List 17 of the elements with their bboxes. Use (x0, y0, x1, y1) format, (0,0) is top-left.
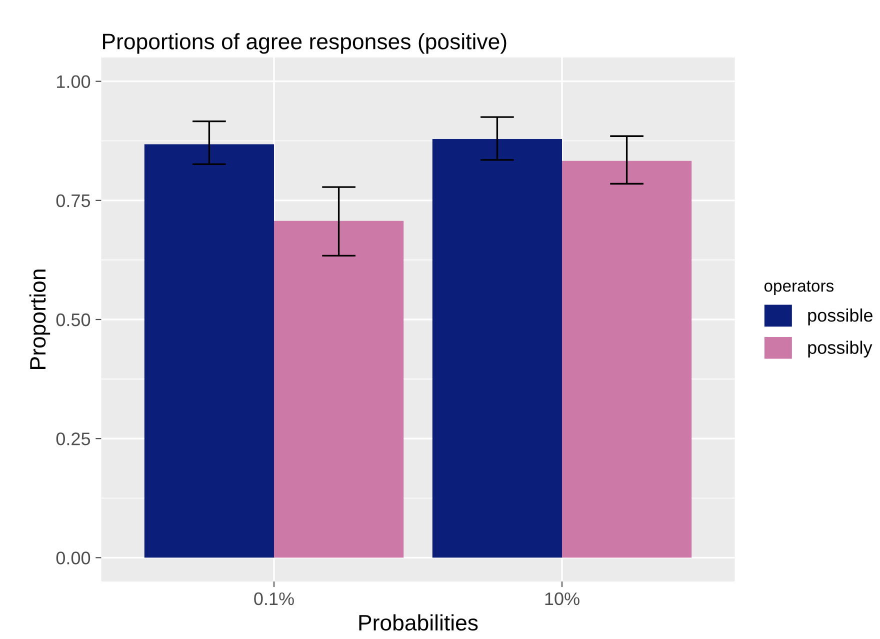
y-tick-label: 0.25 (56, 432, 90, 446)
bar (562, 160, 692, 558)
x-tick-label: 0.1% (254, 592, 294, 606)
bar (432, 138, 562, 558)
bar (274, 220, 404, 558)
legend-label: possibly (808, 340, 872, 358)
bar (144, 144, 274, 558)
x-tick-label: 10% (545, 592, 580, 606)
y-axis-title: Proportion (29, 270, 50, 369)
x-axis-title: Probabilities (359, 614, 478, 631)
y-tick-label: 1.00 (57, 75, 90, 88)
y-tick-label: 0.00 (56, 552, 90, 564)
legend-label: possible (808, 308, 872, 326)
legend-title: operators (764, 280, 834, 296)
y-tick-label: 0.50 (56, 313, 90, 326)
y-tick-label: 0.75 (56, 194, 90, 208)
chart-title: Proportions of agree responses (positive) (103, 33, 506, 54)
